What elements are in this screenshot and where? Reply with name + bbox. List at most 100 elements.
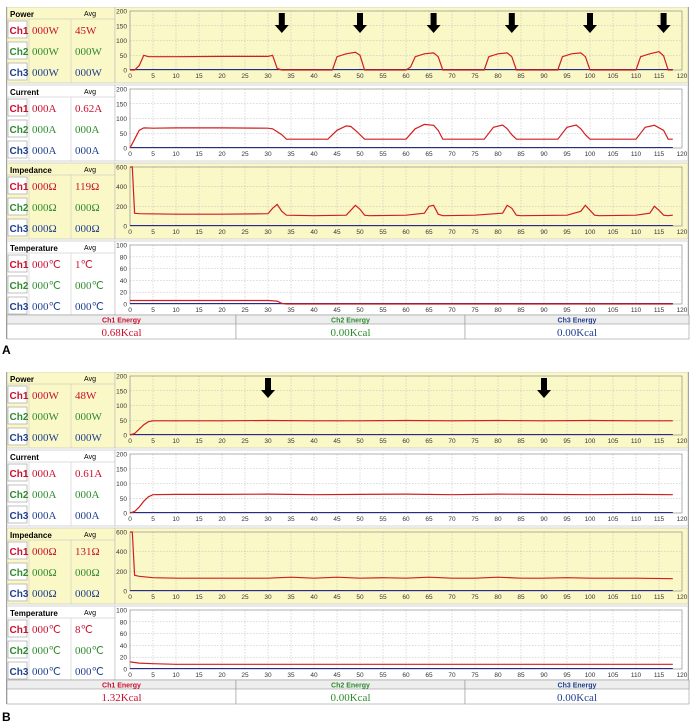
x-tick-label: 90 [540, 151, 548, 158]
x-tick-label: 0 [128, 672, 132, 679]
impedance-value: 000Ω [32, 588, 57, 600]
x-tick-label: 120 [677, 594, 688, 601]
x-tick-label: 40 [310, 516, 318, 523]
x-tick-label: 25 [241, 594, 249, 601]
x-tick-label: 115 [654, 672, 665, 679]
impedance-title: Impedance [10, 166, 52, 175]
energy-value: 0.00Kcal [330, 327, 370, 339]
x-tick-label: 115 [654, 594, 665, 601]
x-tick-label: 50 [356, 151, 364, 158]
temperature-value: 000℃ [32, 624, 61, 636]
x-tick-label: 65 [425, 516, 433, 523]
y-tick-label: 100 [116, 116, 127, 123]
power-value: 000W [32, 390, 60, 402]
x-tick-label: 65 [425, 438, 433, 445]
impedance-avg: 000Ω [75, 588, 100, 600]
x-tick-label: 15 [195, 594, 203, 601]
impedance-value: 000Ω [32, 567, 57, 579]
x-tick-label: 70 [448, 438, 456, 445]
x-tick-label: 80 [494, 73, 502, 80]
x-tick-label: 55 [379, 594, 387, 601]
x-tick-label: 85 [517, 229, 525, 236]
energy-footer: Ch1 Energy 0.68Kcal Ch2 Energy 0.00Kcal Ch3 … [6, 314, 690, 340]
channel-label: Ch3 [10, 224, 29, 235]
x-tick-label: 20 [218, 73, 226, 80]
y-tick-label: 200 [116, 204, 127, 211]
y-tick-label: 100 [116, 403, 127, 410]
y-tick-label: 100 [116, 243, 127, 250]
y-tick-label: 0 [123, 667, 127, 674]
x-tick-label: 15 [195, 307, 203, 314]
x-tick-label: 40 [310, 151, 318, 158]
energy-value: 0.00Kcal [557, 692, 597, 704]
x-tick-label: 5 [151, 438, 155, 445]
x-tick-label: 25 [241, 438, 249, 445]
y-tick-label: 0 [123, 224, 127, 231]
channel-label: Ch1 [10, 182, 29, 193]
impedance-value: 000Ω [32, 223, 57, 235]
x-tick-label: 120 [677, 73, 688, 80]
channel-label: Ch1 [10, 260, 29, 271]
channel-badge [7, 176, 28, 195]
channel-badge [7, 254, 28, 273]
power-avg: 000W [75, 67, 103, 79]
x-tick-label: 55 [379, 229, 387, 236]
x-tick-label: 80 [494, 307, 502, 314]
current-plot-bg [114, 84, 689, 162]
x-tick-label: 50 [356, 516, 364, 523]
x-tick-label: 90 [540, 594, 548, 601]
y-tick-label: 100 [116, 38, 127, 45]
channel-label: Ch1 [10, 469, 29, 480]
x-tick-label: 75 [471, 151, 479, 158]
energy-value: 0.68Kcal [101, 327, 141, 339]
energy-value: 0.00Kcal [557, 327, 597, 339]
current-avg: 000A [75, 510, 100, 522]
x-tick-label: 70 [448, 151, 456, 158]
temperature-value: 000℃ [32, 301, 61, 313]
temperature-avg: 000℃ [75, 645, 104, 657]
energy-footer: Ch1 Energy 1.32Kcal Ch2 Energy 0.00Kcal Ch3 … [6, 679, 690, 705]
x-tick-label: 65 [425, 672, 433, 679]
ch1-series-line [129, 419, 673, 436]
channel-badge [7, 218, 28, 237]
channel-label: Ch3 [10, 302, 29, 313]
x-tick-label: 10 [172, 307, 180, 314]
energy-label: Ch2 Energy [331, 683, 370, 690]
impedance-avg: 000Ω [75, 202, 100, 214]
channel-label: Ch3 [10, 68, 29, 79]
energy-value: 1.32Kcal [101, 692, 141, 704]
x-tick-label: 40 [310, 229, 318, 236]
current-value: 000A [32, 489, 57, 501]
channel-label: Ch1 [10, 26, 29, 37]
x-tick-label: 20 [218, 438, 226, 445]
arrow-down-icon [504, 13, 519, 33]
x-tick-label: 120 [677, 229, 688, 236]
x-tick-label: 115 [654, 516, 665, 523]
x-tick-label: 0 [128, 229, 132, 236]
x-tick-label: 55 [379, 672, 387, 679]
x-tick-label: 40 [310, 672, 318, 679]
x-tick-label: 105 [608, 307, 619, 314]
x-tick-label: 10 [172, 151, 180, 158]
arrow-down-icon [583, 13, 597, 33]
x-tick-label: 115 [654, 307, 665, 314]
y-tick-label: 200 [116, 452, 127, 459]
x-tick-label: 90 [540, 516, 548, 523]
x-tick-label: 5 [151, 516, 155, 523]
x-tick-label: 95 [563, 594, 571, 601]
channel-badge [7, 98, 28, 117]
x-tick-label: 90 [540, 672, 548, 679]
temperature-value: 000℃ [32, 280, 61, 292]
x-tick-label: 5 [151, 229, 155, 236]
y-tick-label: 60 [120, 266, 128, 273]
x-tick-label: 35 [287, 307, 295, 314]
x-tick-label: 100 [585, 307, 596, 314]
x-tick-label: 80 [494, 151, 502, 158]
ch1-series-line [129, 661, 673, 665]
x-tick-label: 0 [128, 594, 132, 601]
x-tick-label: 120 [677, 307, 688, 314]
x-tick-label: 45 [333, 516, 341, 523]
x-tick-label: 50 [356, 438, 364, 445]
